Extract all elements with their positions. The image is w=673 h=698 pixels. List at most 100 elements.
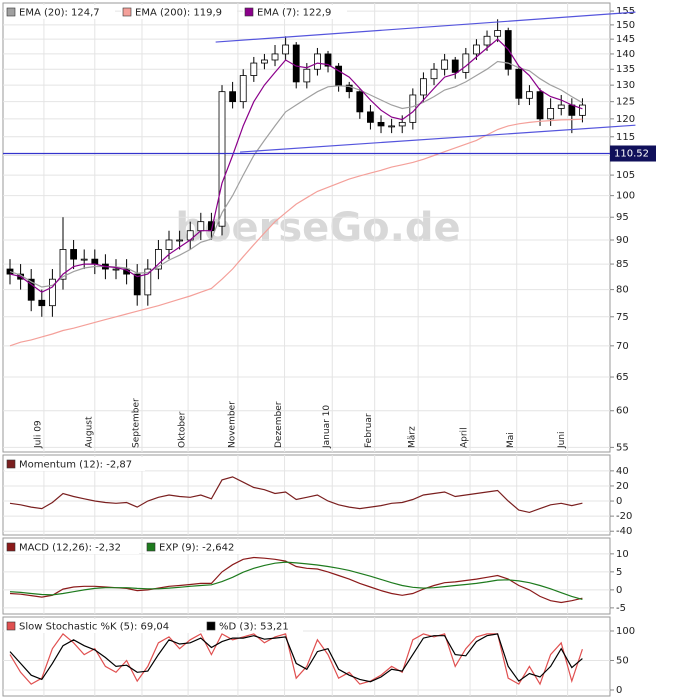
legend-bg (5, 540, 139, 554)
candle-body (314, 53, 321, 70)
y-tick-label: 5 (616, 567, 622, 578)
series-line (9, 633, 583, 683)
trend-line (239, 124, 636, 153)
y-tick-label: 120 (616, 114, 635, 125)
y-tick-label: 155 (616, 6, 635, 17)
y-tick-label: 90 (616, 235, 629, 246)
legend-swatch (122, 7, 132, 17)
y-tick-label: 20 (616, 481, 629, 492)
candle-body (579, 104, 586, 116)
candle-body (197, 221, 205, 232)
y-tick-label: 85 (616, 259, 629, 270)
series-line (9, 633, 583, 686)
legend-swatch (6, 459, 16, 469)
level-label: 110.52 (614, 149, 649, 160)
legend-label: Slow Stochastic %K (5): 69,04 (19, 622, 169, 633)
x-tick-label: April (460, 427, 470, 448)
legend-label: EMA (7): 122,9 (257, 8, 331, 19)
candle-body (38, 299, 46, 307)
series-line (9, 561, 583, 600)
legend-swatch (244, 7, 254, 17)
x-tick-label: März (408, 426, 418, 448)
candle-body (568, 104, 576, 116)
y-tick-label: 140 (616, 49, 635, 60)
candle-body (144, 268, 152, 296)
candle-body (335, 65, 343, 86)
y-tick-label: 10 (616, 549, 629, 560)
candle-body (483, 35, 491, 46)
legend-swatch (206, 621, 216, 631)
candle-body (420, 78, 427, 96)
legend-bg (205, 619, 303, 633)
legend-label: MACD (12,26): -2,32 (19, 543, 121, 554)
candle-body (59, 249, 67, 280)
legend-label: EXP (9): -2,642 (159, 543, 234, 554)
y-tick-label: 40 (616, 466, 629, 477)
series-line (9, 476, 583, 514)
x-tick-label: September (131, 398, 141, 448)
y-tick-label: 60 (616, 406, 629, 417)
legend-bg (121, 5, 237, 19)
candle-body (462, 53, 470, 73)
series-line (9, 556, 583, 604)
y-tick-label: -20 (616, 511, 632, 522)
candle-body (218, 91, 226, 227)
candle-body (48, 278, 56, 307)
y-tick-label: 75 (616, 312, 629, 323)
y-tick-label: 70 (616, 341, 629, 352)
x-tick-label: Juli 09 (33, 420, 43, 449)
candle-body (133, 273, 141, 296)
x-tick-label: Mai (506, 432, 516, 448)
x-tick-label: Juni (557, 431, 567, 449)
candle-body (451, 59, 459, 73)
candle-body (526, 91, 533, 99)
candle-body (388, 125, 396, 128)
y-tick-label: 0 (616, 496, 622, 507)
x-tick-label: Oktober (178, 411, 188, 448)
legend-swatch (6, 542, 16, 552)
candle-body (239, 75, 247, 103)
series-line (9, 38, 583, 293)
x-tick-label: Februar (364, 413, 374, 448)
legend-swatch (146, 542, 156, 552)
candle-body (271, 53, 279, 61)
candle-body (377, 121, 385, 127)
candle-body (398, 121, 406, 127)
candle-body (112, 268, 120, 271)
y-tick-label: 125 (616, 97, 635, 108)
candle-body (27, 278, 35, 301)
y-tick-label: 150 (616, 20, 635, 31)
candle-body (557, 104, 565, 109)
legend-bg (145, 540, 255, 554)
y-tick-label: 65 (616, 372, 629, 383)
candle-body (6, 268, 14, 275)
legend-bg (243, 5, 347, 19)
candle-body (261, 59, 268, 64)
candle-body (367, 111, 374, 123)
candle-body (345, 84, 353, 93)
y-tick-label: 135 (616, 64, 635, 75)
y-tick-label: 100 (616, 191, 635, 202)
legend-bg (5, 619, 199, 633)
candle-body (515, 68, 523, 99)
candle-body (324, 53, 332, 67)
y-tick-label: 130 (616, 80, 635, 91)
y-tick-label: 145 (616, 34, 635, 45)
legend-swatch (6, 621, 16, 631)
y-tick-label: -40 (616, 526, 632, 537)
candle-body (80, 258, 88, 261)
candle-body (250, 62, 258, 76)
candle-body (292, 44, 300, 83)
candle-body (176, 239, 184, 242)
x-tick-label: August (84, 416, 94, 448)
candle-body (494, 30, 502, 37)
legend-label: EMA (200): 119,9 (135, 8, 222, 19)
candle-body (229, 91, 237, 103)
legend-bg (5, 5, 115, 19)
candle-body (473, 44, 480, 55)
legend-swatch (6, 7, 16, 17)
legend-bg (5, 457, 145, 471)
candle-body (547, 108, 555, 120)
